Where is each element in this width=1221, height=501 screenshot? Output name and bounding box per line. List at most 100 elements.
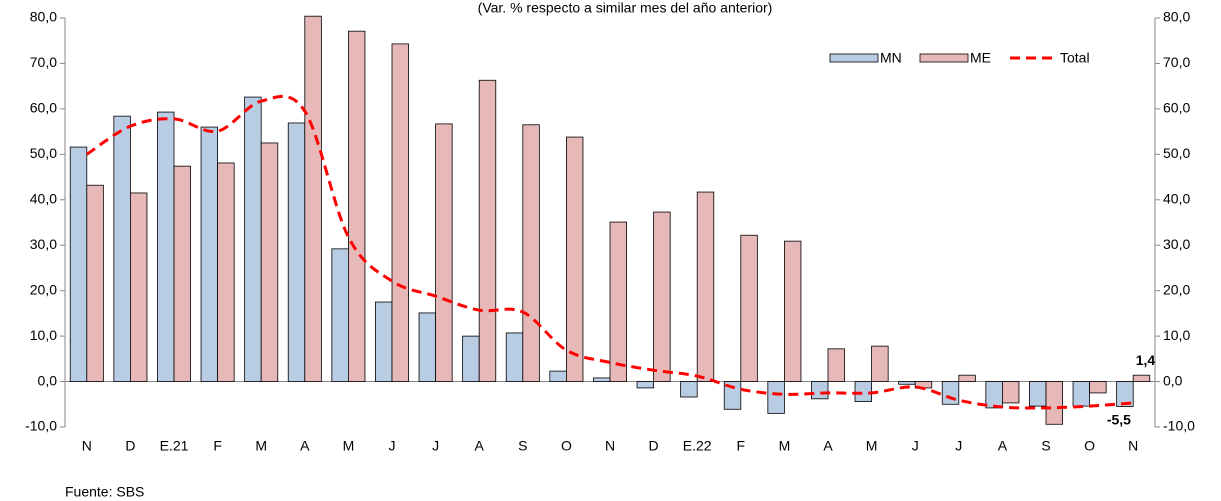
- x-tick-label: S: [518, 438, 527, 454]
- x-tick-label: O: [561, 438, 572, 454]
- bar: [1072, 381, 1090, 407]
- x-tick-label: M: [866, 438, 878, 454]
- x-tick-label: A: [475, 438, 485, 454]
- legend-swatch: [919, 53, 969, 63]
- x-tick-label: E.21: [160, 438, 189, 454]
- x-tick-label: D: [125, 438, 135, 454]
- x-tick-label: O: [1084, 438, 1095, 454]
- legend-label: Total: [1060, 50, 1090, 66]
- bar: [854, 381, 872, 402]
- bar: [740, 234, 758, 382]
- value-label: -5,5: [1107, 411, 1131, 427]
- x-tick-label: S: [1041, 438, 1050, 454]
- bar: [941, 381, 960, 405]
- bar: [1029, 381, 1047, 407]
- bar: [723, 381, 742, 410]
- bar: [1116, 381, 1134, 407]
- y-tick-label: 50,0: [30, 145, 57, 161]
- bar: [636, 381, 654, 389]
- x-tick-label: M: [779, 438, 791, 454]
- y2-tick-label: 60,0: [1163, 100, 1190, 116]
- bar: [331, 248, 349, 382]
- source: Fuente: SBS: [65, 484, 144, 500]
- y2-tick-label: -10,0: [1163, 418, 1195, 434]
- bar: [462, 335, 480, 382]
- bar: [549, 370, 567, 382]
- legend-swatch: [829, 53, 879, 63]
- x-tick-label: M: [343, 438, 355, 454]
- value-label: 1,4: [1136, 352, 1156, 368]
- chart-subtitle: (Var. % respecto a similar mes del año a…: [478, 0, 773, 16]
- bar: [244, 96, 262, 382]
- x-tick-label: A: [300, 438, 310, 454]
- y-tick-label: 0,0: [38, 372, 58, 388]
- bar: [871, 345, 889, 382]
- x-tick-label: A: [998, 438, 1008, 454]
- x-tick-label: F: [213, 438, 222, 454]
- bar: [680, 381, 698, 398]
- bar: [1002, 381, 1020, 404]
- bar: [391, 43, 409, 382]
- y2-tick-label: 20,0: [1163, 281, 1190, 297]
- bar: [609, 221, 627, 382]
- x-tick-label: E.22: [683, 438, 712, 454]
- bar: [435, 123, 453, 382]
- bar: [985, 381, 1003, 409]
- legend-label: MN: [880, 50, 902, 66]
- bar: [767, 381, 785, 414]
- x-tick-label: J: [955, 438, 962, 454]
- y-tick-label: 10,0: [30, 327, 57, 343]
- y-tick-label: -10,0: [25, 418, 57, 434]
- y-tick-label: 70,0: [30, 54, 57, 70]
- y-tick-label: 80,0: [30, 9, 57, 25]
- y-tick-label: 40,0: [30, 190, 57, 206]
- x-tick-label: D: [649, 438, 659, 454]
- bar: [593, 377, 611, 382]
- line: [85, 94, 1134, 410]
- bar: [200, 126, 218, 382]
- x-tick-label: N: [82, 438, 92, 454]
- legend-label: ME: [970, 50, 991, 66]
- bar: [129, 192, 148, 382]
- y2-tick-label: 40,0: [1163, 190, 1190, 206]
- bar: [898, 381, 916, 385]
- bar: [347, 30, 366, 382]
- bar: [696, 191, 715, 382]
- bar: [827, 348, 845, 382]
- bar: [217, 162, 235, 382]
- x-tick-label: A: [823, 438, 833, 454]
- y2-tick-label: 0,0: [1163, 372, 1183, 388]
- bar: [69, 146, 88, 382]
- x-tick-label: J: [432, 438, 439, 454]
- bar: [113, 115, 131, 382]
- bar: [1045, 381, 1063, 425]
- bar: [653, 211, 671, 382]
- bar: [86, 184, 104, 382]
- x-tick-label: N: [605, 438, 615, 454]
- bar: [784, 240, 802, 382]
- bar: [1089, 381, 1107, 394]
- bar: [958, 374, 976, 382]
- bar: [260, 142, 279, 382]
- bar: [304, 15, 322, 382]
- y-tick-label: 60,0: [30, 100, 57, 116]
- y-tick-label: 30,0: [30, 236, 57, 252]
- y2-tick-label: 50,0: [1163, 145, 1190, 161]
- x-tick-label: M: [255, 438, 267, 454]
- bar: [375, 301, 393, 382]
- y2-tick-label: 10,0: [1163, 327, 1190, 343]
- bar: [157, 111, 175, 382]
- bar: [505, 332, 524, 382]
- y2-tick-label: 70,0: [1163, 54, 1190, 70]
- y2-tick-label: 80,0: [1163, 9, 1190, 25]
- bar: [418, 312, 437, 382]
- bar: [1132, 374, 1151, 382]
- bar: [173, 165, 191, 382]
- bar: [287, 122, 306, 382]
- bar: [811, 381, 829, 400]
- x-tick-label: J: [389, 438, 396, 454]
- bar: [478, 79, 497, 382]
- y2-tick-label: 30,0: [1163, 236, 1190, 252]
- bar: [522, 124, 540, 382]
- y-tick-label: 20,0: [30, 281, 57, 297]
